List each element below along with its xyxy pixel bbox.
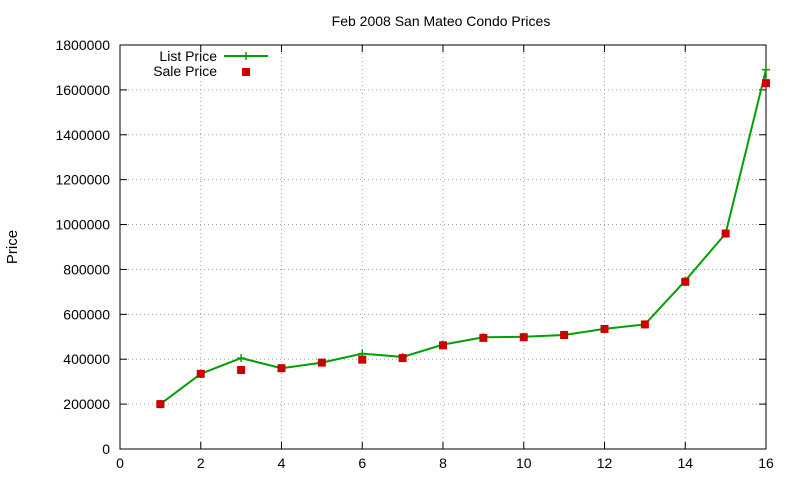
sale-price-point: [479, 333, 488, 342]
sale-price-point: [398, 354, 407, 363]
x-tick-label: 16: [758, 455, 774, 471]
x-tick-label: 10: [516, 455, 532, 471]
sale-price-point: [317, 358, 326, 367]
x-tick-label: 8: [439, 455, 447, 471]
y-tick-label: 1000000: [55, 217, 110, 233]
legend-label-list-price: List Price: [159, 48, 217, 64]
chart-title: Feb 2008 San Mateo Condo Prices: [332, 13, 551, 29]
y-tick-label: 1400000: [55, 127, 110, 143]
sale-price-point: [681, 277, 690, 286]
y-tick-label: 200000: [63, 396, 110, 412]
sale-price-point: [519, 333, 528, 342]
sale-price-point: [640, 320, 649, 329]
grid: [120, 45, 766, 449]
x-tick-label: 2: [197, 455, 205, 471]
y-tick-label: 400000: [63, 351, 110, 367]
x-tick-label: 6: [358, 455, 366, 471]
sale-price-point: [277, 364, 286, 373]
sale-price-point: [196, 369, 205, 378]
y-tick-label: 1800000: [55, 37, 110, 53]
legend-marker-sale-price: [242, 68, 250, 76]
sale-price-point: [600, 324, 609, 333]
y-axis-label: Price: [4, 230, 21, 264]
sale-price-point: [721, 229, 730, 238]
x-tick-label: 0: [116, 455, 124, 471]
sale-price-point: [762, 79, 770, 88]
y-tick-label: 0: [102, 441, 110, 457]
x-tick-label: 12: [597, 455, 613, 471]
sale-price-point: [439, 341, 447, 350]
y-tick-label: 600000: [63, 306, 110, 322]
x-tick-label: 14: [677, 455, 693, 471]
list-price-line: [159, 69, 767, 405]
y-tick-label: 800000: [63, 261, 110, 277]
sale-price-point: [358, 355, 367, 364]
list-price-point: [762, 65, 770, 74]
y-tick-label: 1200000: [55, 172, 110, 188]
list-price-point: [237, 354, 246, 363]
y-tick-label: 1600000: [55, 82, 110, 98]
sale-price-point: [156, 400, 165, 409]
axes: 0 2 4 6 8 10 12 14 16 0 200000 400000 600000 800000 10…: [55, 37, 774, 471]
plot-area: [156, 65, 770, 409]
x-tick-label: 4: [278, 455, 286, 471]
legend-label-sale-price: Sale Price: [153, 63, 217, 79]
sale-price-point: [237, 365, 246, 374]
sale-price-point: [560, 330, 569, 339]
